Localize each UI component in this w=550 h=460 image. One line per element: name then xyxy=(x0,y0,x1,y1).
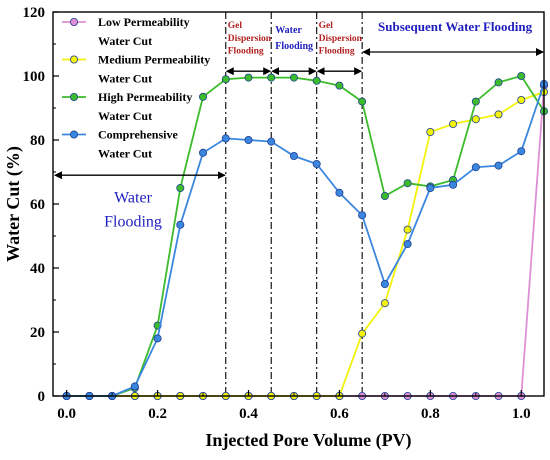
legend-label-0-line-2: Water Cut xyxy=(98,34,152,48)
data-point-2-6 xyxy=(199,92,208,101)
data-point-3-19 xyxy=(494,161,503,170)
x-tick-label-2: 0.4 xyxy=(239,406,258,422)
data-point-3-8 xyxy=(244,135,253,144)
data-point-2-12 xyxy=(335,81,344,90)
data-point-2-18 xyxy=(471,97,480,106)
data-point-3-15 xyxy=(403,239,412,248)
y-tick-label-4: 80 xyxy=(30,133,45,149)
legend-label-2-line-1: High Permeability xyxy=(98,90,192,104)
plot-background xyxy=(53,12,544,396)
data-point-3-4 xyxy=(153,334,162,343)
legend-label-0-line-1: Low Permeability xyxy=(98,15,190,29)
y-tick-label-1: 20 xyxy=(30,325,45,341)
x-tick-label-1: 0.2 xyxy=(148,406,167,422)
data-point-2-8 xyxy=(244,73,253,82)
legend-label-3-line-2: Water Cut xyxy=(98,147,152,161)
annotations-layer: WaterFloodingGelDispersionFloodingWaterF… xyxy=(54,19,544,230)
data-point-3-10 xyxy=(289,151,298,160)
series-3 xyxy=(62,80,549,400)
legend-entry-0: Low Permeability Water Cut xyxy=(62,15,190,48)
series-line-2 xyxy=(66,74,545,397)
x-axis-title: Injected Pore Volume (PV) xyxy=(205,430,411,451)
y-tick-label-2: 40 xyxy=(30,261,45,277)
legend-label-1-line-1: Medium Permeability xyxy=(98,53,210,67)
y-tick-label-0: 0 xyxy=(38,389,46,405)
data-point-3-3 xyxy=(130,382,139,391)
legend-entry-3: Comprehensive Water Cut xyxy=(62,128,178,161)
y-tick-label-3: 60 xyxy=(30,197,45,213)
data-point-2-5 xyxy=(176,183,185,192)
legend-label-3-line-1: Comprehensive xyxy=(98,128,178,142)
data-point-1-18 xyxy=(471,115,480,124)
legend-label-1-line-2: Water Cut xyxy=(98,72,152,86)
x-tick-label-4: 0.8 xyxy=(421,406,440,422)
series-line-3 xyxy=(66,83,545,397)
water-flooding-2-label-line-1: Water xyxy=(275,25,302,36)
legend-marker-1 xyxy=(70,55,79,64)
x-tick-label-3: 0.6 xyxy=(330,406,349,422)
gel-dispersion-flooding-2-label-line-2: Dispersion xyxy=(319,34,363,44)
y-tick-label-6: 120 xyxy=(23,5,46,21)
data-point-2-13 xyxy=(358,97,367,106)
subsequent-water-flooding-label: Subsequent Water Flooding xyxy=(378,19,533,34)
axes-layer: 0.0 0.2 0.4 0.6 0.8 1.0 0 20 40 60 80 100 120 Injecte… xyxy=(3,5,545,451)
data-point-2-15 xyxy=(403,179,412,188)
data-point-2-14 xyxy=(380,191,389,200)
data-point-3-12 xyxy=(335,188,344,197)
data-point-1-13 xyxy=(358,329,367,338)
x-tick-label-0: 0.0 xyxy=(57,406,76,422)
data-point-3-7 xyxy=(221,134,230,143)
data-point-2-10 xyxy=(289,73,298,82)
legend-entry-1: Medium Permeability Water Cut xyxy=(62,53,210,86)
data-point-3-20 xyxy=(517,147,526,156)
legend-marker-0 xyxy=(70,17,79,26)
legend-label-2-line-2: Water Cut xyxy=(98,109,152,123)
water-flooding-1-label-line-1: Water xyxy=(114,189,152,206)
data-point-3-5 xyxy=(176,220,185,229)
legend-marker-2 xyxy=(70,93,79,102)
gel-dispersion-flooding-1-label-line-1: Gel xyxy=(228,21,243,31)
x-tick-label-5: 1.0 xyxy=(512,406,531,422)
data-point-1-17 xyxy=(449,120,458,129)
y-tick-label-5: 100 xyxy=(23,69,46,85)
gel-dispersion-flooding-1-label-line-2: Dispersion xyxy=(228,34,272,44)
water-flooding-2-label-line-2: Flooding xyxy=(275,41,313,52)
legend-marker-3 xyxy=(70,130,79,139)
data-point-1-20 xyxy=(517,96,526,105)
data-point-3-6 xyxy=(199,148,208,157)
gel-dispersion-flooding-2-label-line-1: Gel xyxy=(319,21,334,31)
data-point-2-20 xyxy=(517,72,526,81)
data-point-1-19 xyxy=(494,110,503,119)
legend-entry-2: High Permeability Water Cut xyxy=(62,90,192,123)
data-point-3-16 xyxy=(426,183,435,192)
gel-dispersion-flooding-1-label-line-3: Flooding xyxy=(228,47,264,57)
data-point-2-19 xyxy=(494,78,503,87)
data-point-2-9 xyxy=(267,73,276,82)
data-point-3-13 xyxy=(358,211,367,220)
data-point-3-11 xyxy=(312,159,321,168)
data-point-1-15 xyxy=(403,225,412,234)
y-axis-title: Water Cut (%) xyxy=(3,146,24,262)
water-flooding-1-label-line-2: Flooding xyxy=(104,213,162,230)
gel-dispersion-flooding-2-label-line-3: Flooding xyxy=(319,47,355,57)
data-point-3-18 xyxy=(471,163,480,172)
data-point-1-14 xyxy=(380,299,389,308)
data-point-2-7 xyxy=(221,75,230,84)
data-point-2-11 xyxy=(312,76,321,85)
data-point-3-17 xyxy=(449,180,458,189)
plot-area xyxy=(53,12,544,396)
data-point-3-9 xyxy=(267,137,276,146)
data-point-1-16 xyxy=(426,127,435,136)
data-point-3-14 xyxy=(380,279,389,288)
